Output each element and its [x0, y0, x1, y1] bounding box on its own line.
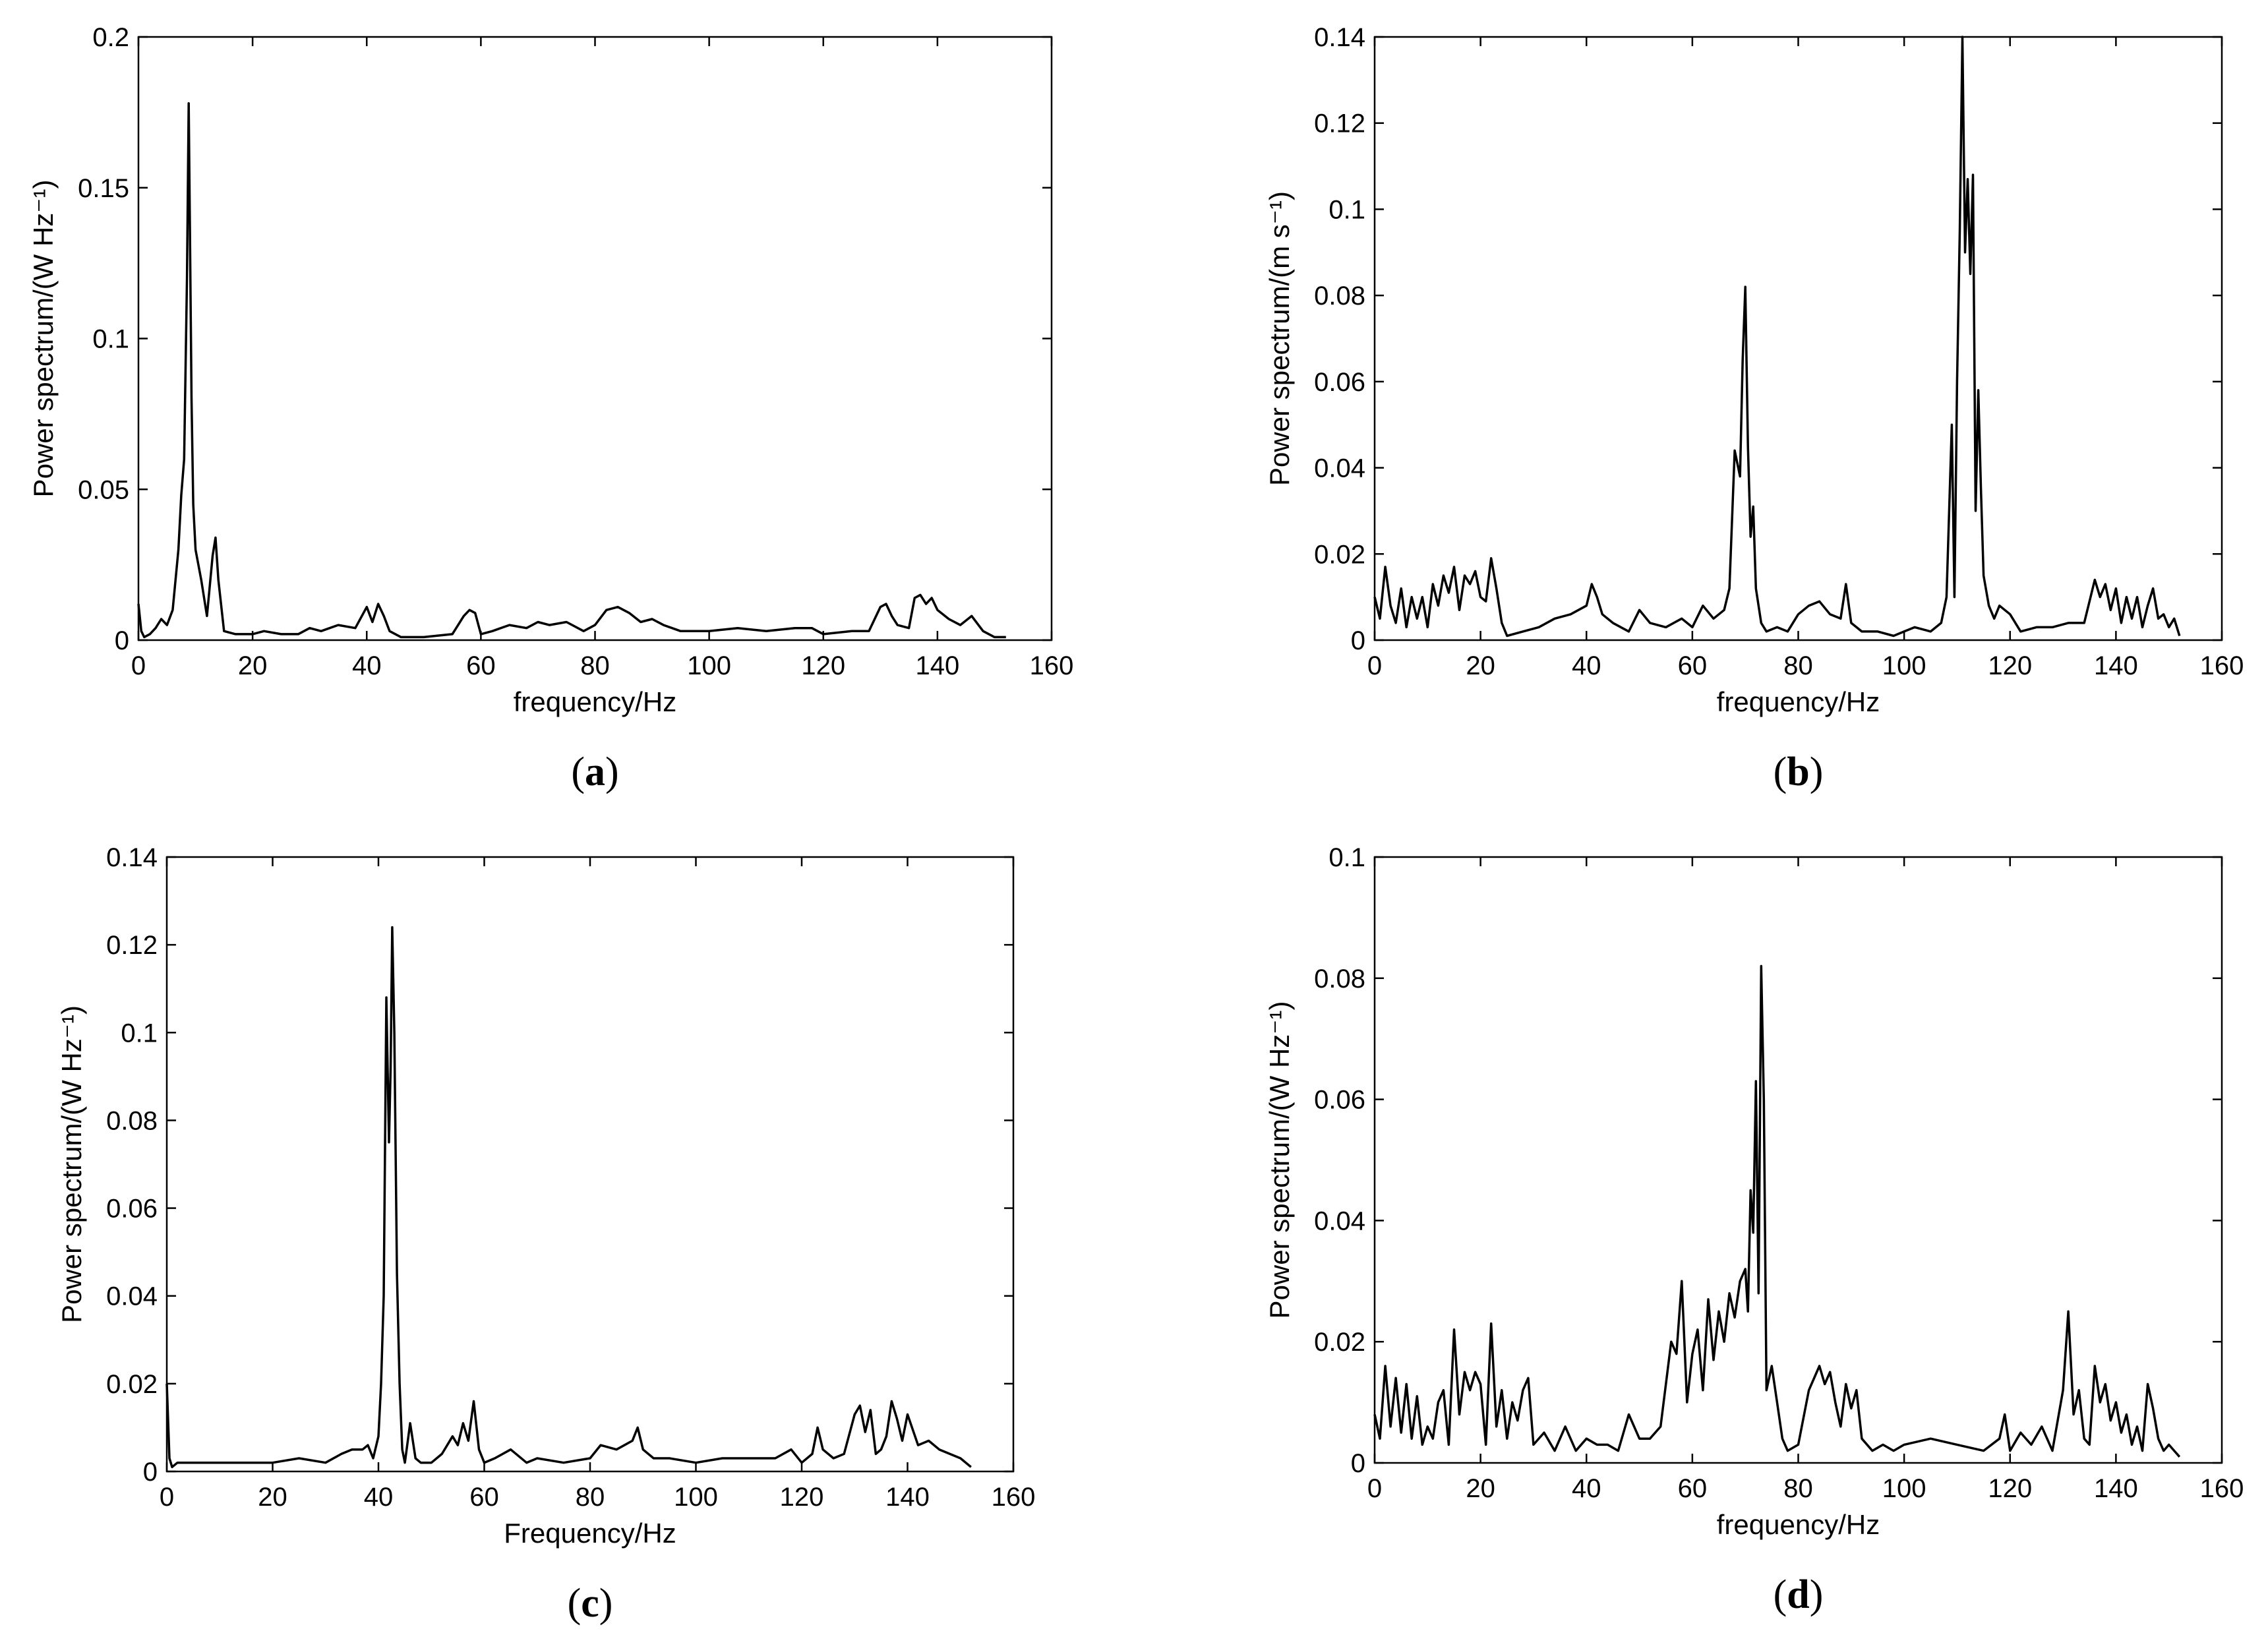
x-tick-label: 160: [2200, 651, 2244, 680]
y-tick-label: 0.2: [92, 23, 129, 52]
series-line: [165, 926, 972, 1469]
x-tick-label: 100: [1882, 1474, 1926, 1503]
y-axis-label: Power spectrum/(W Hz⁻¹): [28, 180, 59, 498]
y-tick-label: 0.1: [121, 1019, 158, 1048]
x-axis-label: frequency/Hz: [1717, 1509, 1880, 1540]
panel-caption: (a): [571, 750, 618, 794]
y-tick-label: 0.02: [1314, 1328, 1365, 1357]
y-tick-label: 0.02: [1314, 540, 1365, 569]
y-axis-label: Power spectrum/(W Hz⁻¹): [56, 1005, 87, 1323]
y-tick-label: 0.12: [106, 931, 158, 960]
y-tick-label: 0: [143, 1458, 158, 1487]
y-tick-label: 0.1: [92, 325, 129, 354]
axes-frame: [165, 856, 1015, 1473]
x-tick-label: 120: [780, 1483, 824, 1512]
x-tick-label: 100: [674, 1483, 718, 1512]
y-tick-label: 0.06: [1314, 368, 1365, 397]
y-tick-label: 0.04: [1314, 454, 1365, 483]
x-tick-label: 140: [2094, 651, 2138, 680]
x-tick-label: 120: [801, 651, 845, 680]
x-tick-label: 140: [916, 651, 960, 680]
x-tick-label: 40: [364, 1483, 394, 1512]
x-tick-label: 20: [1466, 1474, 1495, 1503]
y-tick-label: 0.06: [1314, 1086, 1365, 1115]
y-axis-label: Power spectrum/(m s⁻¹): [1264, 191, 1295, 486]
x-tick-label: 0: [1367, 651, 1382, 680]
y-tick-label: 0.1: [1328, 195, 1365, 224]
x-tick-label: 80: [1783, 1474, 1813, 1503]
x-tick-label: 40: [352, 651, 382, 680]
y-tick-label: 0.15: [78, 174, 129, 203]
x-tick-label: 20: [1466, 651, 1495, 680]
y-tick-label: 0.08: [1314, 282, 1365, 311]
x-tick-label: 100: [1882, 651, 1926, 680]
y-axis-label: Power spectrum/(W Hz⁻¹): [1264, 1001, 1295, 1319]
x-tick-label: 0: [1367, 1474, 1382, 1503]
y-tick-label: 0: [115, 626, 129, 655]
panel-caption: (b): [1774, 750, 1824, 794]
y-tick-label: 0.04: [106, 1282, 158, 1311]
axes-frame: [137, 36, 1053, 641]
x-tick-label: 120: [1988, 651, 2032, 680]
series-line: [1373, 36, 2181, 638]
y-tick-label: 0.08: [1314, 964, 1365, 993]
y-tick-label: 0.04: [1314, 1206, 1365, 1235]
chart-panel-2: 0 20 40 60 80 100 120 140 160 0 0.02 0.04 0.06 0.08 0.…: [1264, 23, 2244, 794]
panel-caption: (d): [1774, 1572, 1824, 1617]
y-tick-label: 0.14: [1314, 23, 1365, 52]
x-tick-label: 120: [1988, 1474, 2032, 1503]
series-line: [1373, 964, 2181, 1458]
x-axis-label: frequency/Hz: [514, 686, 676, 717]
x-axis-label: frequency/Hz: [1717, 686, 1880, 717]
y-tick-label: 0.06: [106, 1195, 158, 1224]
x-tick-label: 160: [1030, 651, 1074, 680]
y-tick-label: 0.08: [106, 1106, 158, 1135]
axes-frame: [1373, 36, 2223, 641]
chart-panel-1: 0 20 40 60 80 100 120 140 160 0 0.05 0.1 0.15 0.2 freq…: [28, 23, 1073, 794]
x-tick-label: 20: [238, 651, 268, 680]
x-tick-label: 140: [885, 1483, 930, 1512]
x-tick-label: 0: [160, 1483, 174, 1512]
chart-panel-4: 0 20 40 60 80 100 120 140 160 0 0.02 0.04 0.06 0.08 0.…: [1264, 843, 2244, 1617]
y-tick-label: 0: [1351, 1449, 1365, 1478]
x-axis-label: Frequency/Hz: [504, 1518, 676, 1549]
y-tick-label: 0: [1351, 626, 1365, 655]
x-tick-label: 20: [258, 1483, 287, 1512]
y-tick-label: 0.12: [1314, 109, 1365, 138]
series-line: [137, 102, 1006, 639]
x-tick-label: 80: [576, 1483, 605, 1512]
x-tick-label: 80: [1783, 651, 1813, 680]
chart-panel-3: 0 20 40 60 80 100 120 140 160 0 0.02 0.04 0.06 0.08 0.…: [56, 843, 1035, 1626]
y-tick-label: 0.14: [106, 843, 158, 872]
x-tick-label: 60: [1678, 1474, 1708, 1503]
y-tick-label: 0.1: [1328, 843, 1365, 872]
x-tick-label: 60: [1678, 651, 1708, 680]
y-tick-label: 0.05: [78, 475, 129, 504]
x-tick-label: 100: [687, 651, 731, 680]
x-tick-label: 40: [1572, 1474, 1601, 1503]
y-tick-label: 0.02: [106, 1370, 158, 1399]
x-tick-label: 0: [131, 651, 146, 680]
x-tick-label: 160: [2200, 1474, 2244, 1503]
x-tick-label: 60: [466, 651, 496, 680]
x-tick-label: 140: [2094, 1474, 2138, 1503]
panel-caption: (c): [568, 1581, 613, 1626]
x-tick-label: 40: [1572, 651, 1601, 680]
x-tick-label: 80: [580, 651, 610, 680]
x-tick-label: 60: [469, 1483, 499, 1512]
x-tick-label: 160: [992, 1483, 1036, 1512]
